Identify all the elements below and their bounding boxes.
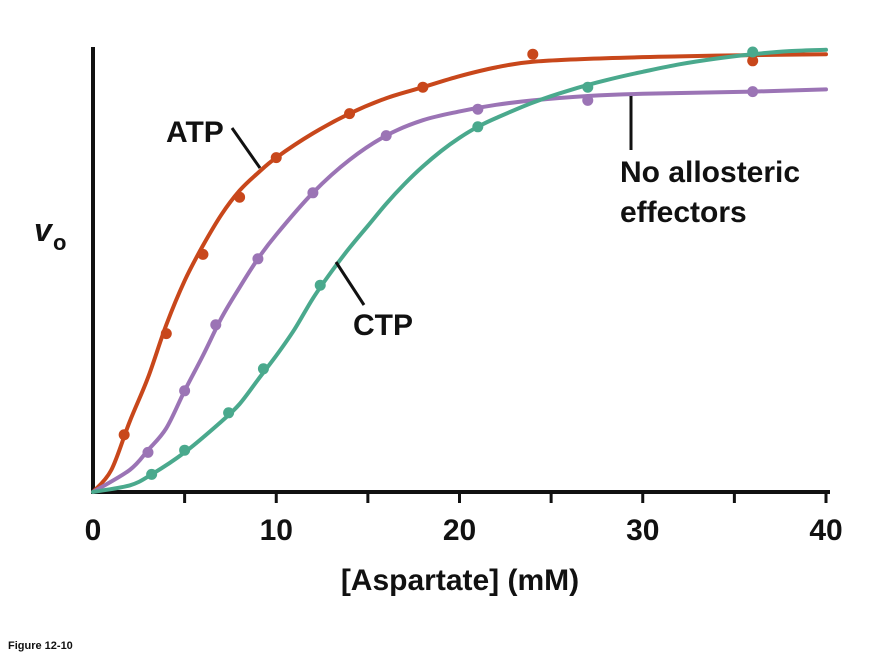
y-axis-label-main: v [34,212,54,248]
data-point-no-allosteric-effectors [747,86,759,98]
axes [91,47,830,494]
data-point-atp [160,328,172,340]
annotation-atp-leader [230,127,262,169]
x-tick-label: 30 [626,514,659,547]
data-point-atp [270,152,282,164]
annotation-atp-label: ATP [166,116,224,149]
x-tick-label: 0 [85,514,102,547]
data-point-atp [344,108,356,120]
annotation-ctp-leader [334,261,366,306]
x-axis-title: [Aspartate] (mM) [341,564,579,597]
x-tick-label: 40 [809,514,842,547]
x-tick-label: 20 [443,514,476,547]
data-point-atp [417,81,429,93]
annotation-no-effectors-label-line2: effectors [620,196,747,229]
data-point-atp [197,248,209,260]
annotation-ctp-label: CTP [353,309,413,342]
x-tick-label: 10 [260,514,293,547]
data-point-ctp [223,407,235,419]
series-line-no-allosteric-effectors [91,87,828,494]
data-point-no-allosteric-effectors [307,187,319,199]
data-point-no-allosteric-effectors [472,103,484,115]
annotation-no-effectors-label-line1: No allosteric [620,156,800,189]
y-axis-label-subscript: o [53,230,66,255]
x-axis-ticks [183,492,828,503]
data-point-no-allosteric-effectors [142,446,154,458]
data-point-no-allosteric-effectors [179,385,191,397]
data-point-ctp [257,363,269,375]
x-axis-tick-labels: 0 10 20 30 40 [85,514,843,547]
data-point-no-allosteric-effectors [210,319,222,331]
data-point-ctp [582,81,594,93]
data-point-no-allosteric-effectors [582,94,594,106]
data-point-ctp [314,279,326,291]
data-point-ctp [472,121,484,133]
data-point-ctp [179,444,191,456]
data-point-atp [118,429,130,441]
data-point-no-allosteric-effectors [380,130,392,142]
data-point-ctp [146,468,158,480]
figure-caption: Figure 12-10 [8,640,73,652]
data-point-ctp [747,46,759,58]
series-line-atp [91,52,828,494]
data-point-atp [747,55,759,67]
data-point-atp [234,191,246,203]
data-point-no-allosteric-effectors [252,253,264,265]
data-point-atp [527,48,539,60]
series-points [118,46,759,480]
series-line-ctp [91,47,828,494]
